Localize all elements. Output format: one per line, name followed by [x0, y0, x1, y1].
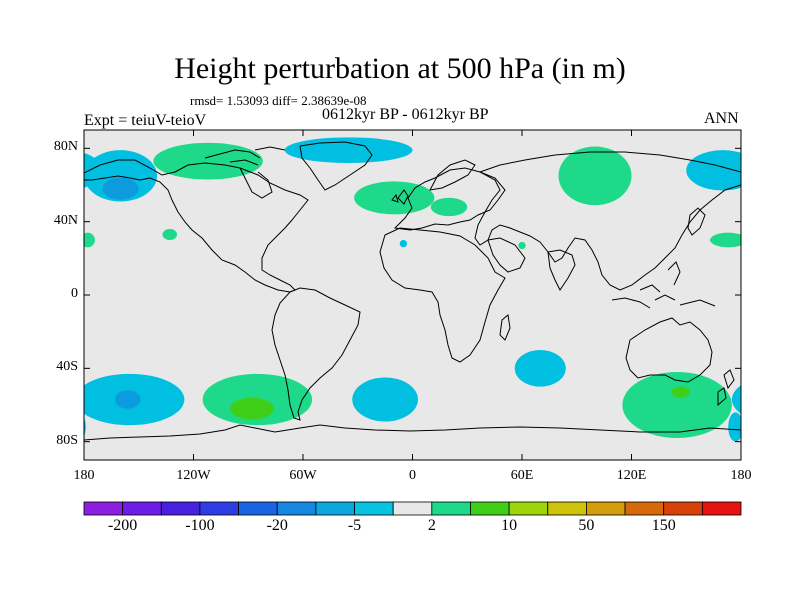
anomaly-region-19	[0, 372, 75, 438]
coastline-south-america	[271, 287, 361, 421]
colorbar-label: 150	[651, 517, 676, 534]
anomaly-region-2	[153, 142, 263, 180]
colorbar-swatch	[122, 501, 162, 516]
lat-tick-label: 0	[71, 286, 78, 301]
lat-tick-label: 40S	[56, 359, 78, 375]
colorbar-swatch	[199, 501, 239, 516]
coastline-japan	[687, 207, 706, 236]
stats-label: rmsd= 1.53093 diff= 2.38639e-08	[190, 93, 367, 108]
anomaly-region-21	[728, 412, 741, 442]
coastline-europe	[393, 167, 506, 231]
anomaly-region-16	[230, 397, 274, 420]
season-label: ANN	[704, 110, 739, 127]
anomaly-region-14	[772, 390, 798, 408]
plot-title: Height perturbation at 500 hPa (in m)	[174, 52, 626, 85]
colorbar-label: -20	[266, 517, 288, 534]
lat-tick-label: 40N	[53, 212, 78, 228]
lon-tick-label: 60W	[289, 468, 317, 483]
colorbar-swatch	[701, 501, 742, 516]
lat-tick-label: 80S	[56, 432, 78, 448]
anomaly-region-12	[84, 234, 90, 246]
anomaly-region-9	[518, 241, 526, 250]
anomaly-region-1	[102, 177, 139, 200]
anomaly-region-20	[15, 387, 33, 398]
colorbar-swatch	[624, 501, 665, 516]
colorbar-label: 10	[501, 517, 518, 534]
colorbar-label: -100	[185, 517, 215, 534]
anomaly-region-0	[741, 150, 800, 201]
anomaly-region-1	[759, 178, 796, 200]
anomaly-region-8	[399, 240, 408, 248]
anomaly-region-19	[622, 372, 732, 438]
colorbar-swatch	[470, 501, 510, 516]
coastline-scandinavia	[429, 159, 476, 191]
coastline-india	[547, 249, 576, 291]
colorbar-swatch	[160, 501, 201, 516]
coastline-asia	[474, 151, 741, 291]
anomaly-region-18	[514, 350, 566, 387]
colorbar-label: -200	[107, 517, 138, 534]
colorbar-swatch	[238, 501, 278, 516]
anomaly-region-11	[84, 152, 103, 188]
anomaly-region-5	[284, 137, 413, 164]
coastline-antarctica	[84, 424, 741, 441]
colorbar-swatch	[663, 501, 703, 516]
lon-tick-label: 120E	[616, 468, 647, 483]
colorbar-label: 50	[578, 517, 595, 534]
anomaly-region-17	[352, 377, 418, 422]
anomaly-region-20	[671, 386, 690, 398]
coastline-british-isles	[391, 189, 409, 205]
anomaly-region-12	[709, 232, 741, 248]
colorbar-label: 2	[427, 517, 436, 534]
colorbar-swatch	[315, 501, 355, 516]
colorbar-swatch	[83, 501, 124, 516]
anomaly-region-14	[115, 390, 141, 409]
experiment-label: Expt = teiuV-teioV	[84, 112, 207, 129]
coastline-australia	[625, 317, 713, 383]
colorbar-swatch	[586, 501, 626, 516]
coastline-arabia	[487, 237, 526, 273]
colorbar-swatch	[508, 501, 549, 516]
coastline-indonesia	[611, 261, 716, 309]
coastline-madagascar	[499, 314, 511, 341]
colorbar-swatch	[547, 501, 587, 516]
lat-tick-label: 80N	[53, 139, 78, 155]
anomaly-region-13	[731, 385, 741, 414]
axis-ticks	[83, 130, 742, 460]
anomaly-region-10	[558, 146, 632, 206]
coastline-north-america	[84, 159, 309, 293]
lon-tick-label: 60E	[510, 468, 534, 483]
lon-tick-label: 0	[409, 468, 416, 483]
colorbar-swatch	[431, 501, 471, 516]
colorbar-swatch	[392, 501, 433, 516]
lon-tick-label: 180	[730, 468, 752, 483]
anomaly-region-11	[686, 150, 741, 191]
coastline-greenland	[299, 141, 373, 191]
period-label: 0612kyr BP - 0612kyr BP	[322, 106, 489, 123]
colorbar	[83, 501, 742, 516]
coastline-arctic-islands	[204, 146, 286, 166]
anomaly-region-4	[162, 229, 178, 240]
colorbar-swatch	[276, 501, 317, 516]
colorbar-swatch	[354, 501, 394, 516]
colorbar-label: -5	[347, 517, 362, 534]
coastline-africa	[379, 227, 506, 363]
lon-tick-label: 120W	[176, 468, 211, 483]
coastline-hudson-bay	[239, 167, 273, 199]
anomaly-region-7	[430, 197, 468, 217]
coastlines	[84, 141, 741, 441]
coastline-new-zealand	[717, 369, 735, 407]
lon-tick-label: 180	[73, 468, 95, 483]
